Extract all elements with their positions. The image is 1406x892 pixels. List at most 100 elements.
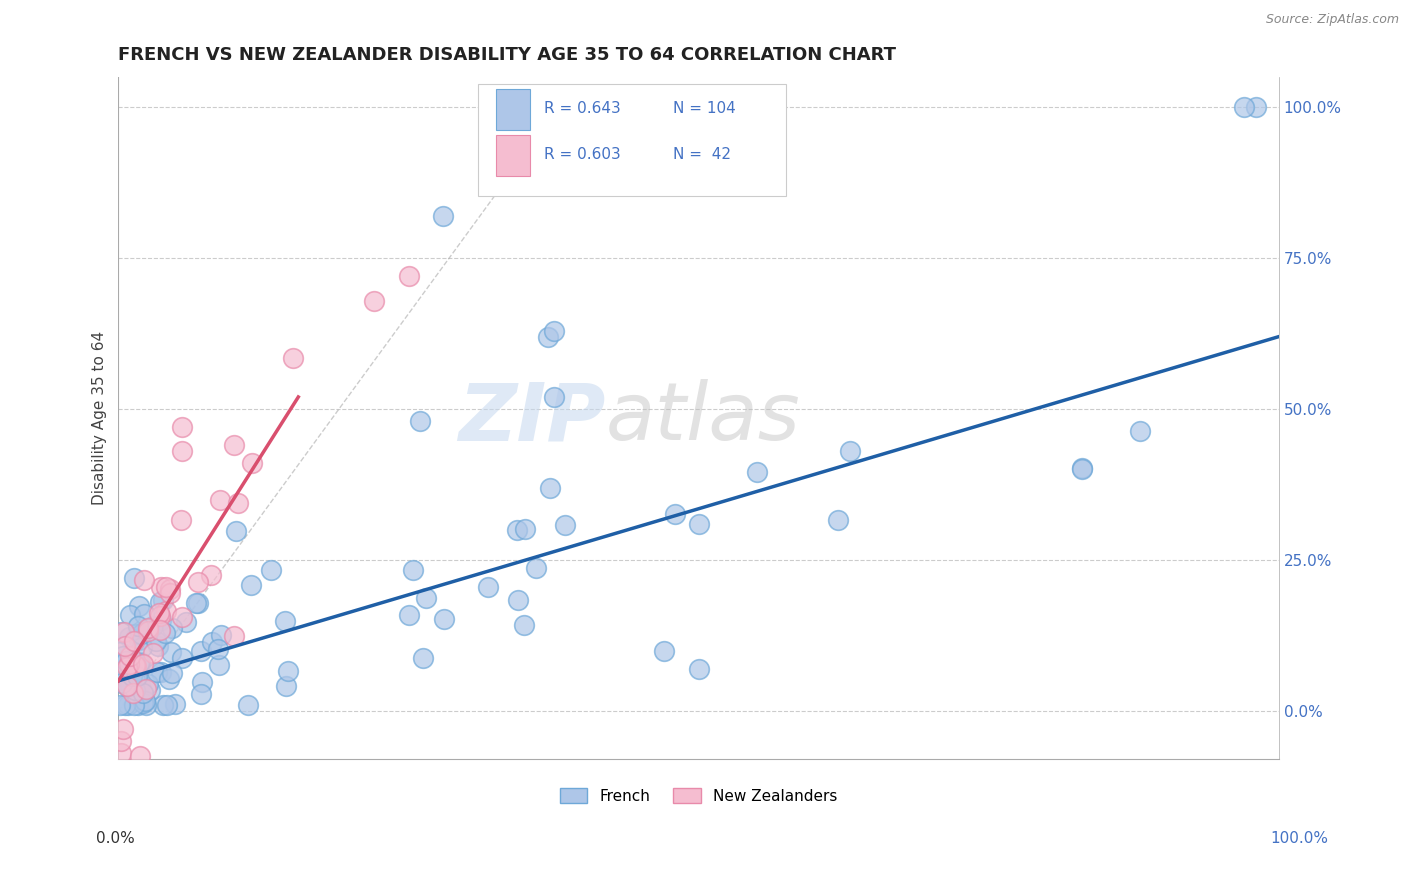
Point [128,657,150,671]
Point [537,329,560,343]
Point [170,651,193,665]
Point [543,324,565,338]
Text: R = 0.603: R = 0.603 [544,146,621,161]
Point [506,524,529,538]
Bar [495,135,530,176]
Point [122,698,145,712]
Point [1129,425,1152,439]
Point [524,561,547,575]
Text: atlas: atlas [606,379,800,457]
Point [174,615,197,629]
Point [433,612,456,626]
Point [160,621,183,635]
Point [157,673,180,687]
Point [148,606,170,620]
Point [118,631,141,645]
Point [260,563,283,577]
Point [112,648,135,663]
Point [412,651,434,665]
Point [276,679,298,693]
Point [398,608,420,623]
Point [145,634,167,648]
Point [125,658,148,673]
Point [224,629,246,643]
Point [190,687,212,701]
Point [131,686,153,700]
Point [152,698,174,712]
Point [208,492,231,507]
Point [129,627,152,641]
Point [172,444,194,458]
Point [146,665,169,680]
Point [207,642,229,657]
Point [398,268,420,283]
Point [226,496,249,510]
Point [110,734,132,748]
Point [134,607,156,622]
Point [115,659,138,673]
Point [117,698,139,712]
Point [127,669,149,683]
Point [149,624,172,638]
Point [538,481,561,495]
Point [162,666,184,681]
Point [281,351,304,366]
Point [136,624,159,639]
Point [277,664,299,678]
Point [165,697,187,711]
Point [664,507,686,521]
Point [150,613,173,627]
Text: R = 0.643: R = 0.643 [544,101,621,116]
Point [117,679,139,693]
Point [415,591,437,605]
FancyBboxPatch shape [478,84,786,196]
Point [160,645,183,659]
Point [208,657,231,672]
Point [134,694,156,708]
Text: N = 104: N = 104 [673,101,735,116]
Point [132,573,155,587]
Point [827,513,849,527]
Point [131,640,153,654]
Point [128,599,150,613]
Point [110,673,132,687]
Point [508,593,530,607]
Point [170,610,193,624]
Point [125,627,148,641]
Point [142,647,165,661]
Point [131,696,153,710]
Point [118,657,141,672]
Point [1244,100,1267,114]
Point [110,747,132,761]
Point [115,654,138,668]
Text: 0.0%: 0.0% [96,831,135,846]
Point [142,619,165,633]
Point [512,617,534,632]
Point [191,675,214,690]
Text: ZIP: ZIP [458,379,606,457]
Point [146,639,169,653]
Point [238,698,260,712]
Point [128,655,150,669]
Point [124,571,146,585]
Point [155,626,177,640]
Point [149,595,172,609]
Legend: French, New Zealanders: French, New Zealanders [554,781,844,810]
Point [688,516,710,531]
Point [110,624,132,639]
Point [513,522,536,536]
Point [120,648,142,663]
Point [122,686,145,700]
Point [159,582,181,597]
Point [122,634,145,648]
Point [120,678,142,692]
Point [152,592,174,607]
Point [124,658,146,673]
Point [139,682,162,697]
Text: Source: ZipAtlas.com: Source: ZipAtlas.com [1265,13,1399,27]
Point [114,698,136,712]
Point [688,662,710,676]
Point [745,465,768,479]
Point [149,665,172,680]
Point [274,615,297,629]
